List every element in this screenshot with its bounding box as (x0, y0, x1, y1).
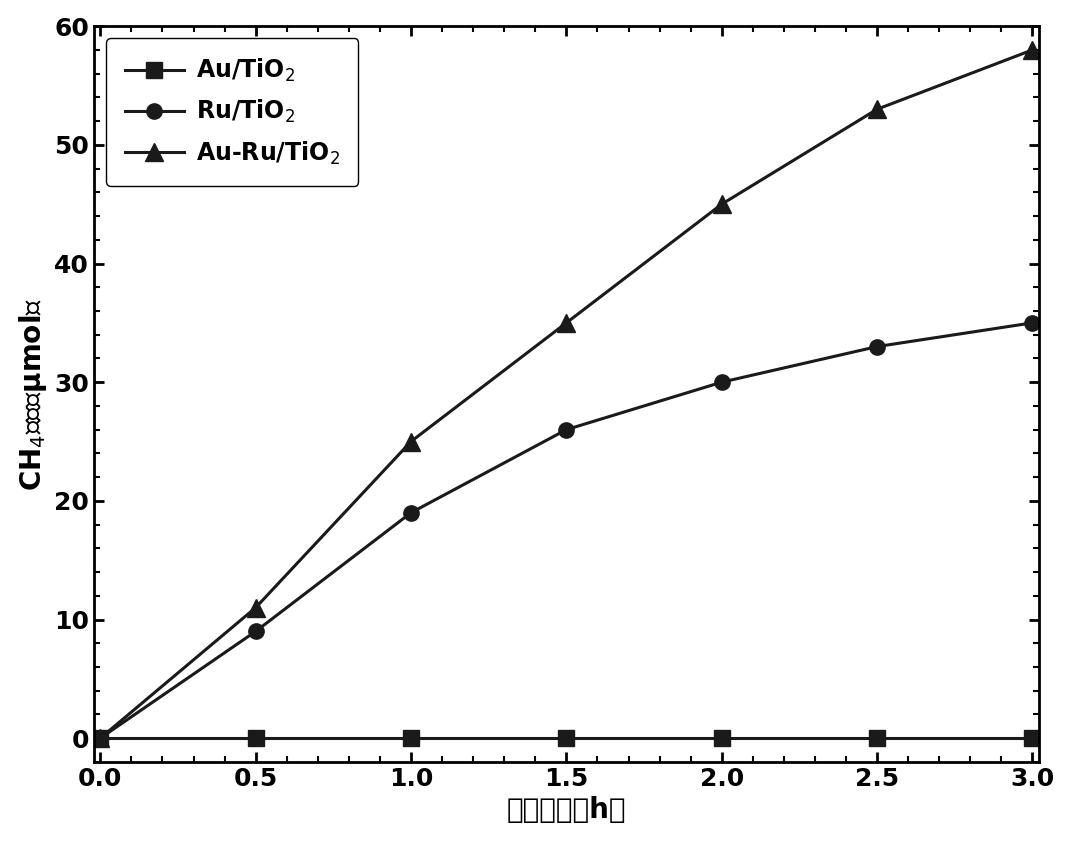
Au-Ru/TiO$_2$ (249, 603, 262, 613)
Ru/TiO$_2$ (870, 341, 883, 352)
X-axis label: 反应时间（h）: 反应时间（h） (507, 796, 626, 824)
Ru/TiO$_2$ (560, 425, 572, 435)
Au-Ru/TiO$_2$ (560, 318, 572, 328)
Au/TiO$_2$ (560, 733, 572, 743)
Au/TiO$_2$ (94, 733, 107, 743)
Au/TiO$_2$ (404, 733, 417, 743)
Y-axis label: CH$_4$产量（μmol）: CH$_4$产量（μmol） (17, 298, 48, 490)
Au-Ru/TiO$_2$ (404, 436, 417, 447)
Au/TiO$_2$ (1026, 733, 1039, 743)
Line: Au/TiO$_2$: Au/TiO$_2$ (92, 731, 1040, 746)
Line: Au-Ru/TiO$_2$: Au-Ru/TiO$_2$ (91, 41, 1042, 747)
Line: Ru/TiO$_2$: Ru/TiO$_2$ (92, 315, 1040, 746)
Ru/TiO$_2$ (94, 733, 107, 743)
Au-Ru/TiO$_2$ (1026, 45, 1039, 55)
Au-Ru/TiO$_2$ (715, 199, 728, 209)
Ru/TiO$_2$ (1026, 318, 1039, 328)
Au-Ru/TiO$_2$ (870, 104, 883, 114)
Legend: Au/TiO$_2$, Ru/TiO$_2$, Au-Ru/TiO$_2$: Au/TiO$_2$, Ru/TiO$_2$, Au-Ru/TiO$_2$ (106, 38, 358, 186)
Au/TiO$_2$ (249, 733, 262, 743)
Ru/TiO$_2$ (404, 508, 417, 518)
Au-Ru/TiO$_2$ (94, 733, 107, 743)
Au/TiO$_2$ (870, 733, 883, 743)
Ru/TiO$_2$ (715, 377, 728, 387)
Au/TiO$_2$ (715, 733, 728, 743)
Ru/TiO$_2$ (249, 627, 262, 637)
